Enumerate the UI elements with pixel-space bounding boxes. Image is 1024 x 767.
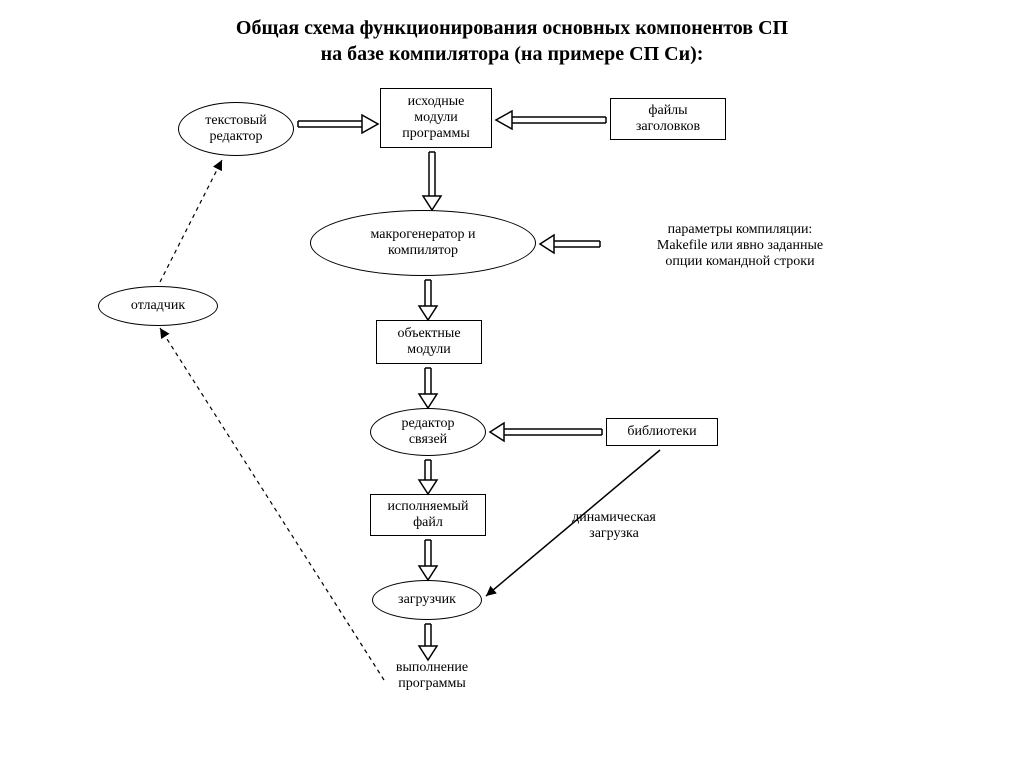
arrow-params-to-macrogen [540,235,600,253]
arrow-libs-to-linker [490,423,602,441]
node-text-editor: текстовыйредактор [178,102,294,156]
arrow-object-to-linker [419,368,437,408]
arrow-exec-to-debugger [160,328,384,680]
label-libraries: библиотеки [627,424,696,440]
node-header-files: файлызаголовков [610,98,726,140]
label-debugger: отладчик [131,298,185,314]
arrow-loader-to-exec [419,624,437,660]
node-link-editor: редакторсвязей [370,408,486,456]
label-execution: выполнениепрограммы [396,660,468,691]
arrow-source-to-macrogen [423,152,441,210]
node-compile-params: параметры компиляции:Makefile или явно з… [610,222,870,270]
arrow-debugger-to-editor [160,160,222,282]
node-execution: выполнениепрограммы [372,660,492,692]
node-libraries: библиотеки [606,418,718,446]
arrow-exe-to-loader [419,540,437,580]
node-executable: исполняемыйфайл [370,494,486,536]
node-macrogen: макрогенератор икомпилятор [310,210,536,276]
label-text-editor: текстовыйредактор [205,113,266,145]
title-line1: Общая схема функционирования основных ко… [236,17,788,39]
node-object-modules: объектныемодули [376,320,482,364]
arrow-macrogen-to-object [419,280,437,320]
arrow-linker-to-exe [419,460,437,494]
node-debugger: отладчик [98,286,218,326]
arrow-headers-to-source [496,111,606,129]
node-source-modules: исходныемодулипрограммы [380,88,492,148]
arrow-editor-to-source [298,115,378,133]
node-dyn-load: динамическаязагрузка [544,510,684,542]
label-header-files: файлызаголовков [636,103,700,135]
label-executable: исполняемыйфайл [388,499,469,531]
node-loader: загрузчик [372,580,482,620]
label-object-modules: объектныемодули [397,326,460,358]
diagram-title: Общая схема функционирования основных ко… [0,15,1024,67]
arrows-layer [0,0,1024,767]
label-loader: загрузчик [398,592,456,608]
label-source-modules: исходныемодулипрограммы [402,94,470,142]
label-compile-params: параметры компиляции:Makefile или явно з… [657,222,823,269]
label-macrogen: макрогенератор икомпилятор [370,227,475,259]
label-dyn-load: динамическаязагрузка [572,510,656,541]
title-line2: на базе компилятора (на примере СП Си): [321,43,704,65]
label-link-editor: редакторсвязей [402,416,455,448]
